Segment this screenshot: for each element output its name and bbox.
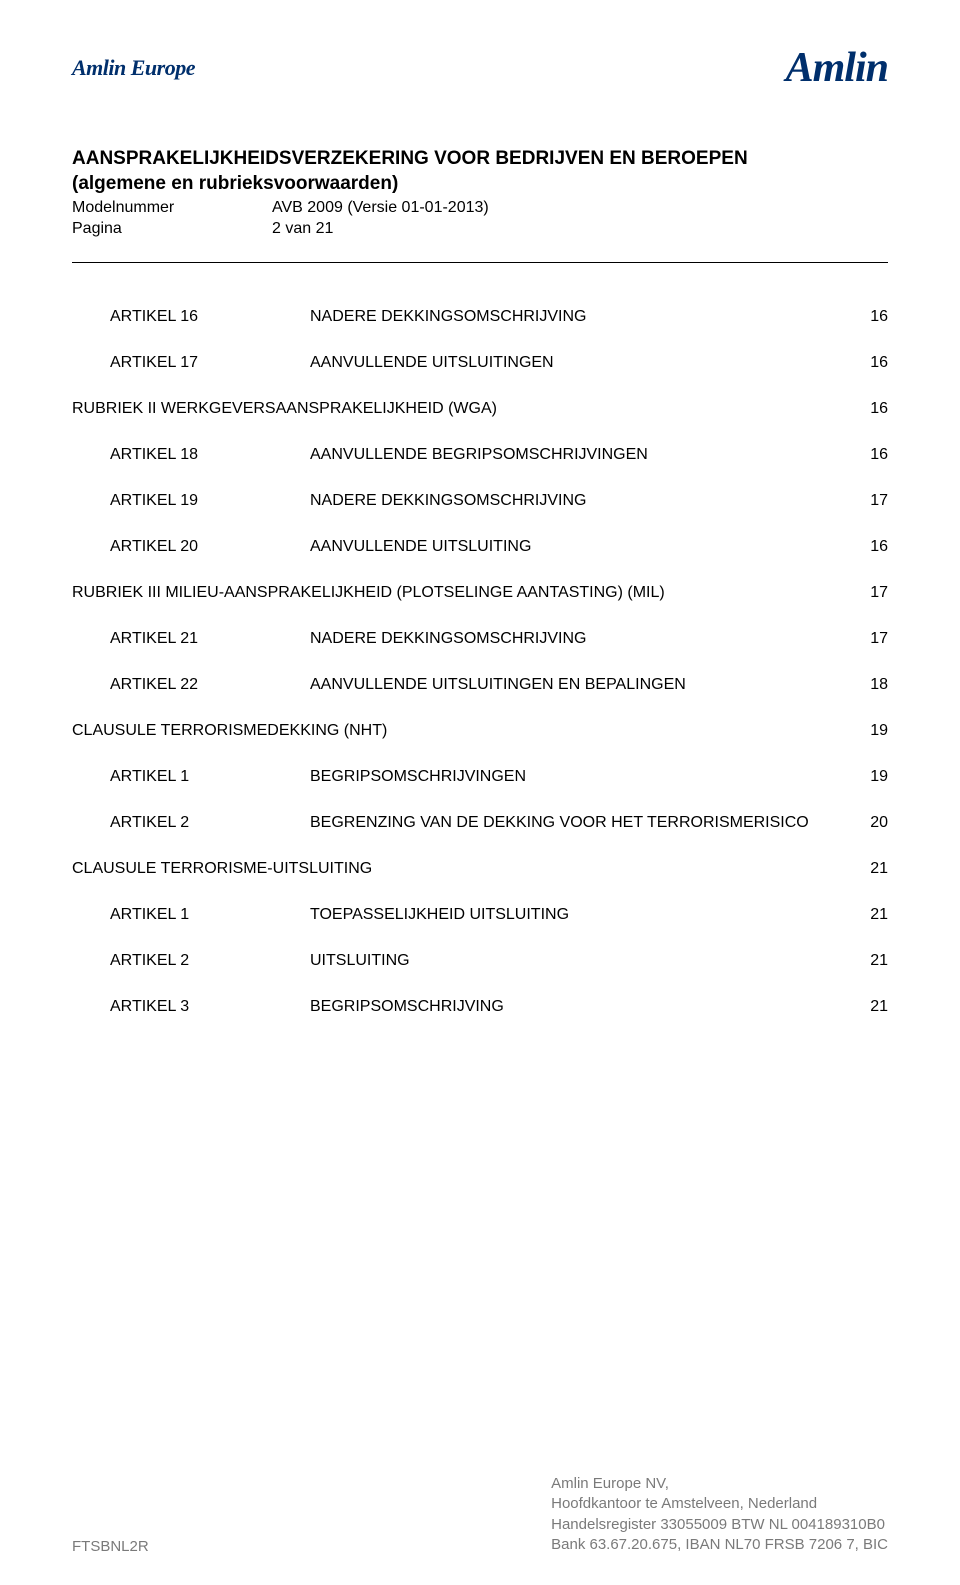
toc-section-text: RUBRIEK III MILIEU-AANSPRAKELIJKHEID (PL… bbox=[72, 583, 848, 603]
toc-item: ARTIKEL 21NADERE DEKKINGSOMSCHRIJVING17 bbox=[72, 629, 888, 649]
header: Amlin Europe Amlin bbox=[72, 38, 888, 98]
toc-section: RUBRIEK III MILIEU-AANSPRAKELIJKHEID (PL… bbox=[72, 583, 888, 603]
toc-article-title: AANVULLENDE UITSLUITING bbox=[310, 537, 848, 557]
toc-item: ARTIKEL 18AANVULLENDE BEGRIPSOMSCHRIJVIN… bbox=[72, 445, 888, 465]
toc-article-number: ARTIKEL 22 bbox=[110, 675, 310, 695]
toc-page-number: 21 bbox=[848, 951, 888, 971]
doc-heading: AANSPRAKELIJKHEIDSVERZEKERING VOOR BEDRI… bbox=[72, 148, 888, 240]
toc-item: ARTIKEL 3BEGRIPSOMSCHRIJVING21 bbox=[72, 997, 888, 1017]
toc-page-number: 16 bbox=[848, 399, 888, 419]
toc-article-number: ARTIKEL 20 bbox=[110, 537, 310, 557]
toc-article-number: ARTIKEL 17 bbox=[110, 353, 310, 373]
logo-right: Amlin bbox=[786, 44, 888, 92]
toc-section: CLAUSULE TERRORISMEDEKKING (NHT)19 bbox=[72, 721, 888, 741]
toc-page-number: 21 bbox=[848, 905, 888, 925]
toc-page-number: 16 bbox=[848, 445, 888, 465]
footer-line: Amlin Europe NV, bbox=[551, 1474, 888, 1494]
toc-item: ARTIKEL 1TOEPASSELIJKHEID UITSLUITING21 bbox=[72, 905, 888, 925]
toc-page-number: 20 bbox=[848, 813, 888, 833]
toc-item: ARTIKEL 17AANVULLENDE UITSLUITINGEN16 bbox=[72, 353, 888, 373]
footer: FTSBNL2R Amlin Europe NV, Hoofdkantoor t… bbox=[72, 1474, 888, 1555]
toc-section-text: CLAUSULE TERRORISMEDEKKING (NHT) bbox=[72, 721, 848, 741]
toc-page-number: 16 bbox=[848, 353, 888, 373]
toc-item: ARTIKEL 1BEGRIPSOMSCHRIJVINGEN19 bbox=[72, 767, 888, 787]
doc-title: AANSPRAKELIJKHEIDSVERZEKERING VOOR BEDRI… bbox=[72, 148, 888, 171]
toc-item: ARTIKEL 22AANVULLENDE UITSLUITINGEN EN B… bbox=[72, 675, 888, 695]
doc-subtitle: (algemene en rubrieksvoorwaarden) bbox=[72, 173, 888, 195]
toc-article-number: ARTIKEL 1 bbox=[110, 905, 310, 925]
toc-page-number: 17 bbox=[848, 583, 888, 603]
toc-article-title: NADERE DEKKINGSOMSCHRIJVING bbox=[310, 307, 848, 327]
toc-article-title: AANVULLENDE UITSLUITINGEN bbox=[310, 353, 848, 373]
toc-section: RUBRIEK II WERKGEVERSAANSPRAKELIJKHEID (… bbox=[72, 399, 888, 419]
toc-item: ARTIKEL 20AANVULLENDE UITSLUITING16 bbox=[72, 537, 888, 557]
toc-article-number: ARTIKEL 18 bbox=[110, 445, 310, 465]
divider bbox=[72, 262, 888, 263]
meta-page: Pagina 2 van 21 bbox=[72, 218, 888, 240]
toc-item: ARTIKEL 2BEGRENZING VAN DE DEKKING VOOR … bbox=[72, 813, 888, 833]
toc-page-number: 17 bbox=[848, 629, 888, 649]
toc-page-number: 17 bbox=[848, 491, 888, 511]
toc-page-number: 19 bbox=[848, 721, 888, 741]
toc-page-number: 16 bbox=[848, 537, 888, 557]
meta-model-label: Modelnummer bbox=[72, 197, 272, 219]
meta-page-label: Pagina bbox=[72, 218, 272, 240]
page: Amlin Europe Amlin AANSPRAKELIJKHEIDSVER… bbox=[0, 0, 960, 1017]
toc-article-number: ARTIKEL 19 bbox=[110, 491, 310, 511]
toc-page-number: 21 bbox=[848, 997, 888, 1017]
toc-page-number: 21 bbox=[848, 859, 888, 879]
footer-line: Bank 63.67.20.675, IBAN NL70 FRSB 7206 7… bbox=[551, 1535, 888, 1555]
toc-article-number: ARTIKEL 2 bbox=[110, 951, 310, 971]
toc-article-number: ARTIKEL 2 bbox=[110, 813, 310, 833]
logo-left: Amlin Europe bbox=[72, 55, 195, 81]
footer-line: Handelsregister 33055009 BTW NL 00418931… bbox=[551, 1515, 888, 1535]
footer-left: FTSBNL2R bbox=[72, 1538, 149, 1555]
toc-item: ARTIKEL 16NADERE DEKKINGSOMSCHRIJVING16 bbox=[72, 307, 888, 327]
footer-right: Amlin Europe NV, Hoofdkantoor te Amstelv… bbox=[551, 1474, 888, 1555]
toc-item: ARTIKEL 19NADERE DEKKINGSOMSCHRIJVING17 bbox=[72, 491, 888, 511]
meta-model: Modelnummer AVB 2009 (Versie 01-01-2013) bbox=[72, 197, 888, 219]
toc-article-title: AANVULLENDE BEGRIPSOMSCHRIJVINGEN bbox=[310, 445, 848, 465]
toc-section-text: RUBRIEK II WERKGEVERSAANSPRAKELIJKHEID (… bbox=[72, 399, 848, 419]
toc-article-title: NADERE DEKKINGSOMSCHRIJVING bbox=[310, 629, 848, 649]
toc-article-title: BEGRIPSOMSCHRIJVINGEN bbox=[310, 767, 848, 787]
toc-section-text: CLAUSULE TERRORISME-UITSLUITING bbox=[72, 859, 848, 879]
toc-article-number: ARTIKEL 3 bbox=[110, 997, 310, 1017]
footer-line: Hoofdkantoor te Amstelveen, Nederland bbox=[551, 1494, 888, 1514]
toc-article-number: ARTIKEL 21 bbox=[110, 629, 310, 649]
meta-model-value: AVB 2009 (Versie 01-01-2013) bbox=[272, 197, 489, 219]
toc-article-title: TOEPASSELIJKHEID UITSLUITING bbox=[310, 905, 848, 925]
table-of-contents: ARTIKEL 16NADERE DEKKINGSOMSCHRIJVING16A… bbox=[72, 307, 888, 1017]
toc-item: ARTIKEL 2UITSLUITING21 bbox=[72, 951, 888, 971]
toc-article-title: AANVULLENDE UITSLUITINGEN EN BEPALINGEN bbox=[310, 675, 848, 695]
meta-page-value: 2 van 21 bbox=[272, 218, 333, 240]
toc-article-title: UITSLUITING bbox=[310, 951, 848, 971]
toc-article-number: ARTIKEL 1 bbox=[110, 767, 310, 787]
toc-article-title: BEGRENZING VAN DE DEKKING VOOR HET TERRO… bbox=[310, 813, 848, 833]
toc-page-number: 18 bbox=[848, 675, 888, 695]
toc-article-title: BEGRIPSOMSCHRIJVING bbox=[310, 997, 848, 1017]
toc-page-number: 19 bbox=[848, 767, 888, 787]
toc-article-number: ARTIKEL 16 bbox=[110, 307, 310, 327]
toc-section: CLAUSULE TERRORISME-UITSLUITING21 bbox=[72, 859, 888, 879]
toc-article-title: NADERE DEKKINGSOMSCHRIJVING bbox=[310, 491, 848, 511]
toc-page-number: 16 bbox=[848, 307, 888, 327]
